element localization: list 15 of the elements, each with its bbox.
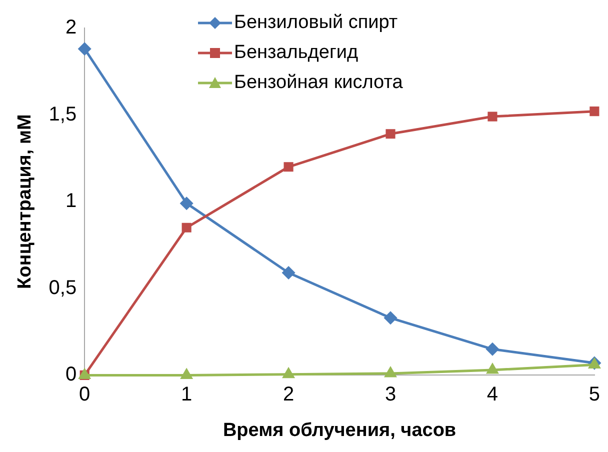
y-axis-title: Концентрация, мМ	[14, 114, 36, 289]
x-axis-title: Время облучения, часов	[222, 420, 456, 441]
x-tick-label: 2	[282, 384, 294, 406]
y-tick-label: 1,5	[48, 103, 77, 126]
legend-label: Бензиловый спирт	[234, 11, 398, 35]
y-tick-label: 0,5	[48, 276, 77, 299]
y-tick-label: 2	[65, 16, 77, 39]
x-tick-label: 1	[181, 384, 192, 406]
x-tick-label: 3	[384, 384, 396, 406]
legend-label: Бензальдегид	[234, 41, 358, 65]
y-tick-label: 1	[65, 190, 77, 212]
legend-label: Бензойная кислота	[234, 71, 403, 95]
x-tick-label: 4	[486, 384, 498, 406]
y-tick-label: 0	[65, 364, 77, 386]
x-tick-label: 5	[588, 384, 600, 406]
